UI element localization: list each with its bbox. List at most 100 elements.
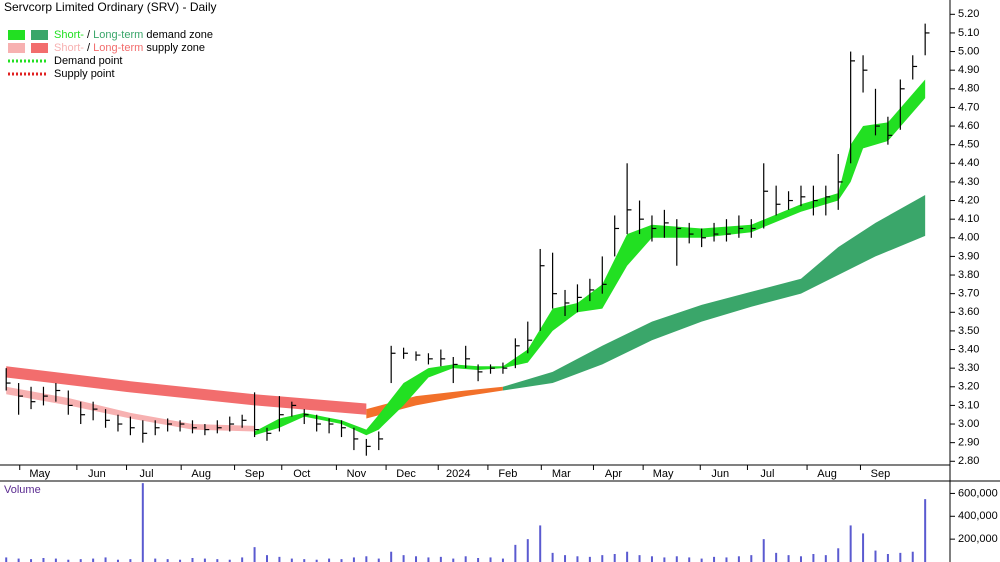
volume-bar bbox=[551, 552, 554, 562]
x-tick-label: Aug bbox=[817, 468, 837, 480]
volume-bar bbox=[452, 558, 455, 562]
volume-bar bbox=[30, 559, 33, 562]
volume-bar bbox=[203, 558, 206, 562]
volume-bar bbox=[812, 554, 815, 562]
y-tick-label: 4.10 bbox=[958, 213, 979, 225]
y-tick-label: 3.70 bbox=[958, 288, 979, 300]
x-tick-label: Aug bbox=[191, 468, 211, 480]
legend-part: supply zone bbox=[143, 42, 205, 54]
volume-bar bbox=[5, 557, 8, 562]
y-tick-label: 5.10 bbox=[958, 27, 979, 39]
chart-title: Servcorp Limited Ordinary (SRV) - Daily bbox=[4, 0, 217, 14]
y-tick-label: 4.60 bbox=[958, 120, 979, 132]
volume-bar bbox=[42, 558, 45, 562]
volume-bar bbox=[303, 559, 306, 562]
volume-bar bbox=[104, 557, 107, 562]
volume-bar bbox=[874, 550, 877, 562]
y-tick-label: 4.70 bbox=[958, 101, 979, 113]
x-tick-label: Oct bbox=[293, 468, 310, 480]
x-tick-label: Mar bbox=[552, 468, 571, 480]
volume-bar bbox=[713, 556, 716, 562]
legend-label: Short- / Long-term demand zone bbox=[54, 29, 213, 41]
x-tick-label: May bbox=[29, 468, 50, 480]
volume-bar bbox=[216, 559, 219, 562]
volume-bar bbox=[539, 525, 542, 562]
volume-bar bbox=[514, 544, 517, 562]
volume-bar bbox=[924, 499, 927, 562]
volume-bar bbox=[54, 558, 57, 562]
y-tick-label: 3.90 bbox=[958, 250, 979, 262]
legend-swatch bbox=[8, 43, 25, 53]
volume-bar bbox=[787, 555, 790, 562]
legend-part: / bbox=[84, 29, 93, 41]
x-tick-label: 2024 bbox=[446, 468, 470, 480]
volume-bar bbox=[799, 556, 802, 562]
legend-part: Long-term bbox=[93, 29, 143, 41]
volume-bar bbox=[526, 539, 529, 562]
legend-label: Supply point bbox=[54, 68, 115, 80]
y-tick-label: 3.20 bbox=[958, 381, 979, 393]
volume-bar bbox=[377, 558, 380, 562]
volume-bar bbox=[725, 557, 728, 562]
legend-part: Short- bbox=[54, 29, 84, 41]
legend-swatch bbox=[31, 30, 48, 40]
volume-bar bbox=[489, 557, 492, 562]
volume-bar bbox=[141, 483, 144, 562]
y-tick-label: 3.40 bbox=[958, 343, 979, 355]
y-tick-label: 4.40 bbox=[958, 157, 979, 169]
volume-bar bbox=[439, 556, 442, 562]
y-tick-label: 4.30 bbox=[958, 176, 979, 188]
legend-label: Demand point bbox=[54, 55, 123, 67]
volume-bar bbox=[179, 559, 182, 562]
volume-bar bbox=[265, 555, 268, 562]
x-tick-label: Feb bbox=[498, 468, 517, 480]
y-tick-label: 3.50 bbox=[958, 325, 979, 337]
legend-part: / bbox=[84, 42, 93, 54]
legend-part: Short- bbox=[54, 42, 84, 54]
zone-band bbox=[6, 366, 367, 415]
volume-bar bbox=[564, 555, 567, 562]
y-tick-label: 3.80 bbox=[958, 269, 979, 281]
x-tick-label: Nov bbox=[347, 468, 367, 480]
volume-bar bbox=[328, 558, 331, 562]
volume-bar bbox=[278, 556, 281, 562]
legend-part: Long-term bbox=[93, 42, 143, 54]
volume-bar bbox=[352, 557, 355, 562]
volume-tick-label: 400,000 bbox=[958, 510, 998, 522]
volume-bar bbox=[824, 555, 827, 562]
volume-bar bbox=[899, 552, 902, 562]
y-tick-label: 4.20 bbox=[958, 194, 979, 206]
y-tick-label: 3.10 bbox=[958, 399, 979, 411]
volume-bar bbox=[390, 551, 393, 562]
volume-bar bbox=[315, 559, 318, 562]
x-tick-label: May bbox=[653, 468, 674, 480]
volume-bar bbox=[626, 551, 629, 562]
volume-tick-label: 600,000 bbox=[958, 487, 998, 499]
legend-label: Short- / Long-term supply zone bbox=[54, 42, 205, 54]
volume-bar bbox=[886, 554, 889, 562]
volume-bar bbox=[415, 556, 418, 562]
y-tick-label: 3.00 bbox=[958, 418, 979, 430]
y-tick-label: 4.90 bbox=[958, 64, 979, 76]
volume-bar bbox=[638, 555, 641, 562]
y-tick-label: 4.80 bbox=[958, 83, 979, 95]
volume-bar bbox=[92, 558, 95, 562]
y-tick-label: 5.20 bbox=[958, 8, 979, 20]
volume-tick-label: 200,000 bbox=[958, 533, 998, 545]
volume-label: Volume bbox=[4, 484, 41, 496]
volume-bar bbox=[650, 556, 653, 562]
volume-bar bbox=[340, 559, 343, 562]
volume-bar bbox=[675, 556, 678, 562]
volume-bar bbox=[129, 559, 132, 562]
volume-bar bbox=[613, 554, 616, 562]
volume-bar bbox=[837, 548, 840, 562]
y-tick-label: 3.30 bbox=[958, 362, 979, 374]
volume-bar bbox=[750, 555, 753, 562]
y-tick-label: 3.60 bbox=[958, 306, 979, 318]
volume-bar bbox=[241, 557, 244, 562]
volume-bar bbox=[290, 558, 293, 562]
volume-bar bbox=[154, 558, 157, 562]
volume-bar bbox=[700, 558, 703, 562]
